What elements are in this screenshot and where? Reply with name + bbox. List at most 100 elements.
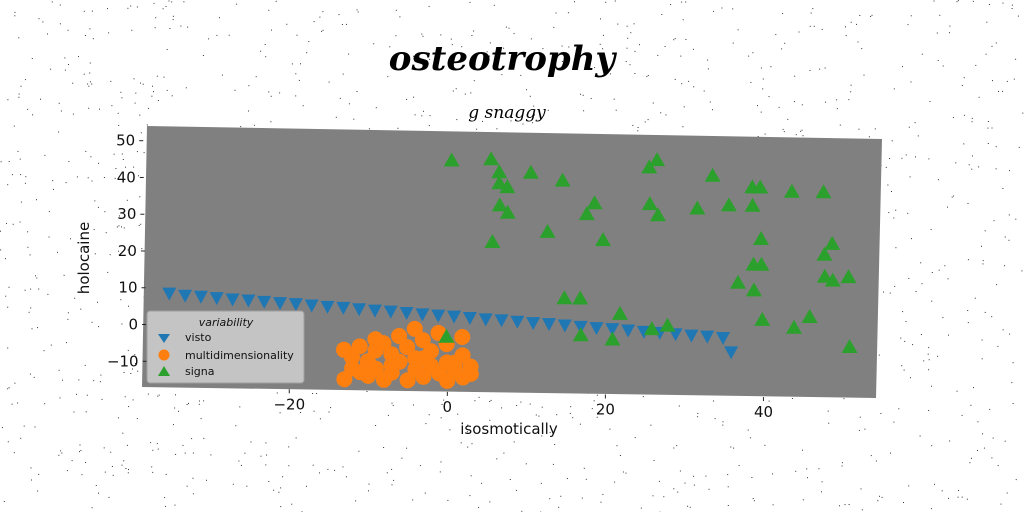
- signa-point: [752, 179, 769, 194]
- noise-dot: [858, 429, 860, 431]
- noise-dot: [140, 82, 141, 84]
- noise-dot: [795, 134, 797, 136]
- noise-dot: [836, 108, 838, 110]
- noise-dot: [79, 444, 81, 446]
- noise-dot: [108, 32, 110, 34]
- noise-dot: [697, 412, 699, 414]
- noise-dot: [171, 95, 173, 97]
- signa-point: [816, 246, 833, 261]
- noise-dot: [98, 492, 99, 494]
- noise-dot: [600, 18, 601, 20]
- noise-dot: [109, 254, 111, 256]
- noise-dot: [90, 156, 92, 158]
- noise-dot: [68, 64, 69, 65]
- noise-dot: [764, 133, 766, 135]
- visto-point: [367, 304, 382, 318]
- noise-dot: [280, 506, 282, 508]
- noise-dot: [72, 113, 74, 115]
- noise-dot: [71, 460, 73, 462]
- noise-dot: [440, 461, 442, 463]
- noise-dot: [513, 33, 515, 35]
- noise-dot: [84, 35, 86, 36]
- noise-dot: [110, 80, 112, 82]
- noise-dot: [770, 66, 772, 68]
- noise-dot: [14, 382, 16, 384]
- noise-dot: [88, 107, 90, 109]
- visto-point: [178, 289, 193, 303]
- noise-dot: [450, 38, 452, 40]
- noise-dot: [97, 206, 99, 208]
- visto-point: [257, 295, 272, 309]
- noise-dot: [858, 128, 860, 130]
- noise-dot: [130, 373, 132, 374]
- noise-dot: [114, 177, 116, 179]
- noise-dot: [163, 76, 165, 78]
- noise-dot: [891, 191, 892, 192]
- noise-dot: [665, 114, 667, 116]
- noise-dot: [615, 109, 617, 111]
- noise-dot: [133, 78, 135, 80]
- noise-dot: [732, 8, 734, 10]
- signa-point: [483, 151, 500, 166]
- noise-dot: [977, 450, 978, 451]
- noise-dot: [7, 347, 9, 349]
- noise-dot: [173, 424, 174, 426]
- noise-dot: [395, 35, 397, 37]
- noise-dot: [178, 410, 179, 412]
- noise-dot: [78, 56, 79, 58]
- noise-dot: [146, 124, 148, 126]
- noise-dot: [199, 400, 200, 402]
- noise-dot: [912, 344, 914, 346]
- x-tick-label: 0: [443, 398, 453, 416]
- noise-dot: [72, 82, 74, 84]
- noise-dot: [78, 379, 80, 381]
- noise-dot: [250, 441, 252, 443]
- noise-dot: [868, 136, 870, 138]
- noise-dot: [356, 91, 358, 92]
- noise-dot: [579, 423, 581, 425]
- signa-point: [491, 175, 508, 190]
- noise-dot: [473, 30, 475, 32]
- noise-dot: [65, 342, 67, 344]
- noise-dot: [6, 222, 7, 224]
- noise-dot: [560, 495, 562, 497]
- legend: variability visto multidimensionality si…: [146, 310, 305, 384]
- noise-dot: [927, 353, 929, 355]
- noise-dot: [910, 81, 912, 83]
- noise-dot: [85, 411, 87, 413]
- noise-dot: [80, 308, 82, 310]
- noise-dot: [107, 8, 108, 10]
- noise-dot: [335, 116, 337, 118]
- noise-dot: [14, 15, 16, 17]
- noise-dot: [489, 42, 491, 44]
- noise-dot: [526, 89, 528, 91]
- noise-dot: [955, 162, 957, 164]
- noise-dot: [751, 477, 753, 478]
- legend-label-multidimensionality: multidimensionality: [185, 349, 294, 362]
- noise-dot: [133, 166, 135, 168]
- noise-dot: [44, 403, 46, 405]
- noise-dot: [949, 32, 950, 34]
- noise-dot: [951, 196, 953, 198]
- noise-dot: [127, 7, 129, 9]
- noise-dot: [903, 502, 904, 503]
- noise-dot: [291, 503, 293, 505]
- noise-dot: [938, 269, 940, 271]
- noise-dot: [982, 433, 984, 435]
- noise-dot: [676, 445, 678, 447]
- noise-dot: [966, 498, 968, 500]
- noise-dot: [279, 92, 281, 94]
- noise-dot: [265, 442, 267, 444]
- noise-dot: [50, 344, 52, 346]
- noise-dot: [1017, 15, 1019, 17]
- noise-dot: [953, 195, 955, 197]
- noise-dot: [449, 429, 451, 431]
- noise-dot: [52, 180, 54, 182]
- noise-dot: [60, 450, 62, 452]
- visto-point: [399, 306, 414, 320]
- multidimensionality-point: [454, 347, 471, 364]
- noise-dot: [186, 404, 188, 405]
- noise-dot: [981, 358, 983, 360]
- noise-dot: [110, 451, 112, 453]
- noise-dot: [322, 11, 324, 13]
